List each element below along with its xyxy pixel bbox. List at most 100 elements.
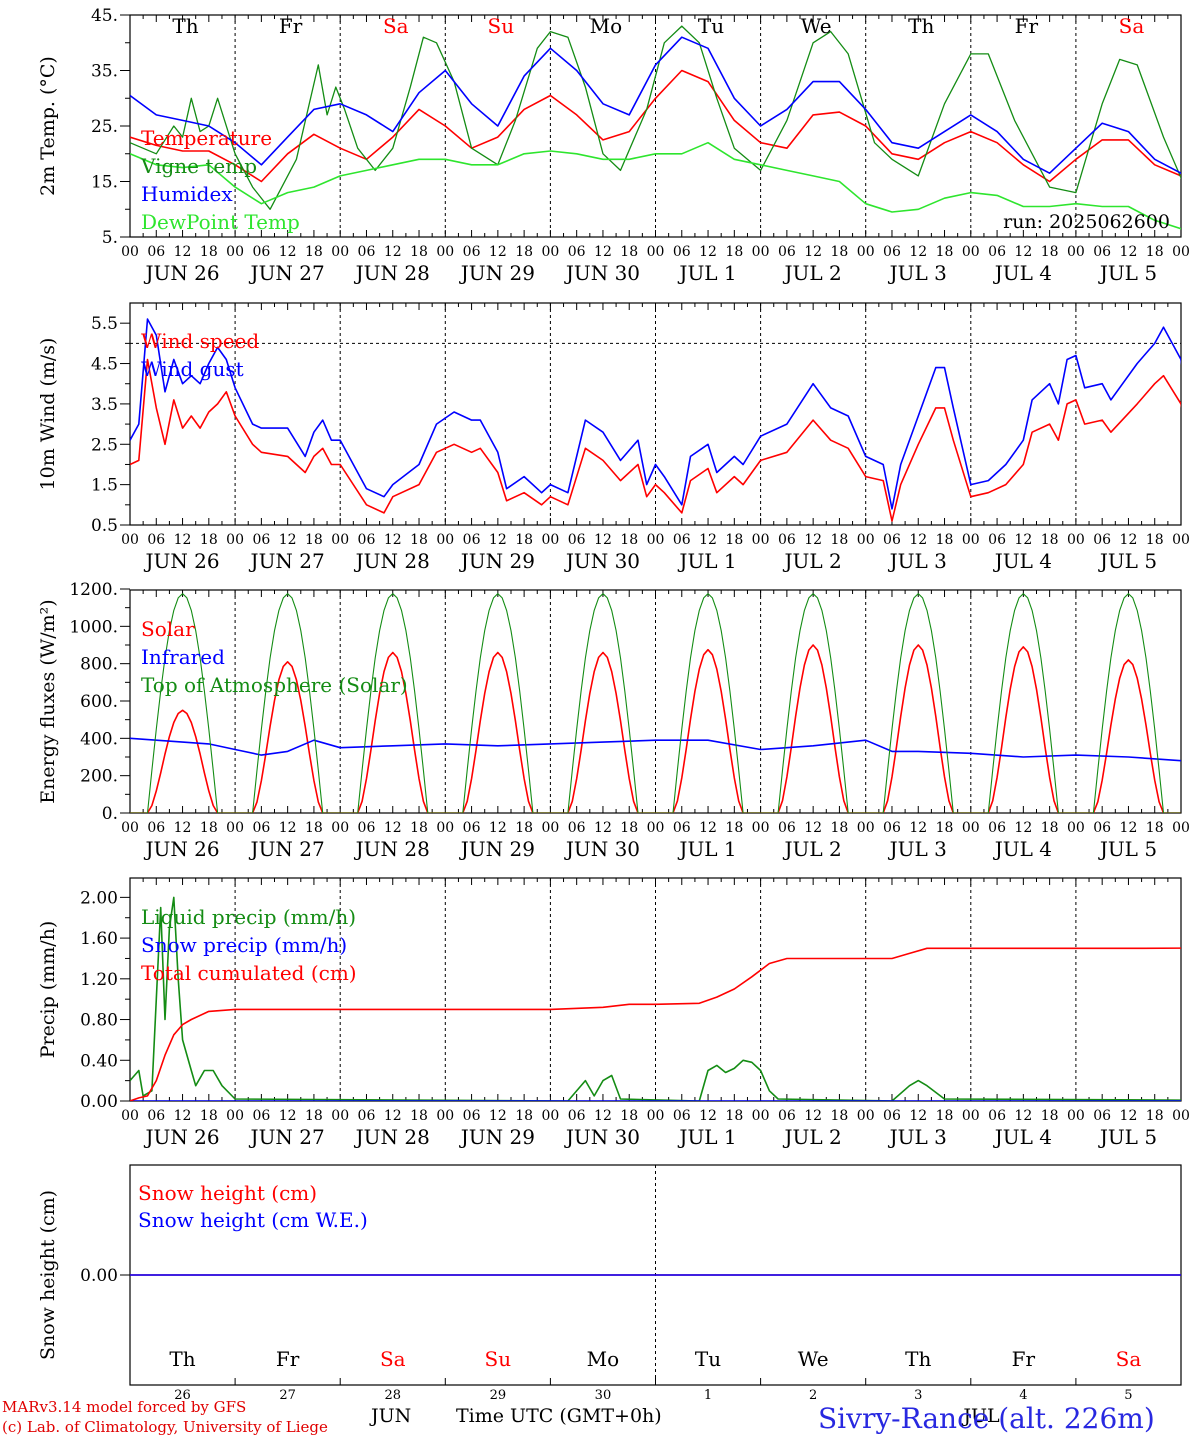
- legend-entry: Wind speed: [141, 329, 259, 353]
- hour-tick-label: 00: [541, 820, 559, 836]
- hour-tick-label: 12: [909, 820, 927, 836]
- hour-tick-label: 00: [752, 532, 770, 548]
- y-tick-label: 0.80: [80, 1011, 118, 1031]
- y-tick-label: 0.40: [80, 1051, 118, 1071]
- y-tick-label: 0.00: [80, 1092, 118, 1112]
- hour-tick-label: 12: [1014, 532, 1032, 548]
- legend-entry: Vigne temp: [140, 154, 257, 178]
- hour-tick-label: 12: [384, 1108, 402, 1124]
- hour-tick-label: 00: [226, 532, 244, 548]
- hour-tick-label: 06: [988, 820, 1006, 836]
- day-number-label: 5: [1124, 1388, 1132, 1403]
- hour-tick-label: 00: [1172, 820, 1190, 836]
- hour-tick-label: 18: [831, 820, 849, 836]
- hour-tick-label: 06: [988, 532, 1006, 548]
- hour-tick-label: 12: [804, 1108, 822, 1124]
- hour-tick-label: 18: [410, 532, 428, 548]
- weekday-label: Mo: [590, 14, 623, 38]
- date-label: JUL 5: [1098, 261, 1157, 285]
- hour-tick-label: 00: [436, 820, 454, 836]
- legend-entry: Snow height (cm): [138, 1181, 317, 1205]
- hour-tick-label: 06: [568, 532, 586, 548]
- hour-tick-label: 06: [147, 820, 165, 836]
- date-label: JUL 2: [783, 261, 842, 285]
- date-label: JUN 27: [249, 549, 325, 573]
- hour-tick-label: 12: [279, 820, 297, 836]
- date-label: JUN 30: [564, 837, 640, 861]
- hour-tick-label: 06: [673, 532, 691, 548]
- hour-tick-label: 06: [673, 244, 691, 260]
- month-label-jul: JUL: [961, 1405, 1000, 1427]
- y-tick-label: 1000.: [69, 617, 118, 637]
- date-label: JUN 29: [459, 1125, 535, 1149]
- hour-tick-label: 00: [226, 244, 244, 260]
- hour-tick-label: 18: [515, 532, 533, 548]
- legend-entry: Infrared: [141, 645, 225, 669]
- date-label: JUN 28: [354, 261, 430, 285]
- hour-tick-label: 12: [489, 532, 507, 548]
- series-line-temperature: [130, 69, 1181, 183]
- series-line-vigne-temp: [130, 25, 1181, 210]
- hour-tick-label: 12: [174, 244, 192, 260]
- hour-tick-label: 18: [305, 532, 323, 548]
- hour-tick-label: 18: [305, 820, 323, 836]
- hour-tick-label: 18: [620, 244, 638, 260]
- date-label: JUL 1: [677, 261, 736, 285]
- date-label: JUN 27: [249, 1125, 325, 1149]
- legend-entry: DewPoint Temp: [141, 210, 300, 234]
- hour-tick-label: 06: [568, 244, 586, 260]
- hour-tick-label: 18: [1041, 532, 1059, 548]
- date-label: JUN 29: [459, 549, 535, 573]
- y-tick-label: 400.: [80, 729, 118, 749]
- y-tick-label: 600.: [80, 692, 118, 712]
- hour-tick-label: 06: [463, 244, 481, 260]
- weekday-label: Fr: [279, 14, 303, 38]
- hour-tick-label: 12: [699, 820, 717, 836]
- date-label: JUL 5: [1098, 549, 1157, 573]
- y-tick-label: 2.5: [91, 435, 118, 455]
- hour-tick-label: 00: [857, 1108, 875, 1124]
- hour-tick-label: 12: [174, 532, 192, 548]
- hour-tick-label: 06: [778, 1108, 796, 1124]
- hour-tick-label: 00: [1067, 244, 1085, 260]
- legend-entry: Temperature: [141, 126, 272, 150]
- weekday-label: Tu: [698, 14, 724, 38]
- hour-tick-label: 06: [778, 244, 796, 260]
- hour-tick-label: 00: [1172, 532, 1190, 548]
- hour-tick-label: 00: [1172, 1108, 1190, 1124]
- hour-tick-label: 00: [857, 244, 875, 260]
- hour-tick-label: 00: [541, 532, 559, 548]
- hour-tick-label: 00: [1172, 244, 1190, 260]
- hour-tick-label: 12: [1014, 244, 1032, 260]
- series-line-liquid-precip-mm-h: [130, 896, 1181, 1101]
- date-label: JUN 26: [143, 261, 219, 285]
- day-number-label: 29: [490, 1388, 507, 1403]
- weekday-label: Sa: [380, 1347, 406, 1371]
- y-tick-label: 0.00: [80, 1266, 118, 1286]
- hour-tick-label: 00: [331, 244, 349, 260]
- hour-tick-label: 06: [1093, 820, 1111, 836]
- hour-tick-label: 06: [358, 1108, 376, 1124]
- day-number-label: 27: [279, 1388, 296, 1403]
- hour-tick-label: 06: [147, 244, 165, 260]
- panel-frame-3: [129, 589, 1182, 814]
- hour-tick-label: 18: [831, 532, 849, 548]
- hour-tick-label: 12: [1120, 820, 1138, 836]
- hour-tick-label: 12: [699, 1108, 717, 1124]
- legend-entry: Snow height (cm W.E.): [138, 1208, 368, 1232]
- hour-tick-label: 00: [541, 244, 559, 260]
- hour-tick-label: 18: [620, 1108, 638, 1124]
- hour-tick-label: 06: [883, 244, 901, 260]
- weekday-label: Sa: [383, 14, 409, 38]
- weekday-label: Th: [172, 14, 198, 38]
- y-axis-title: Snow height (cm): [37, 1190, 59, 1360]
- hour-tick-label: 12: [384, 244, 402, 260]
- hour-tick-label: 12: [174, 1108, 192, 1124]
- run-label: run: 2025062600: [1003, 211, 1170, 233]
- date-label: JUN 27: [249, 261, 325, 285]
- legend-entry: Wind gust: [141, 357, 244, 381]
- date-label: JUN 30: [564, 1125, 640, 1149]
- hour-tick-label: 12: [1014, 820, 1032, 836]
- hour-tick-label: 18: [200, 820, 218, 836]
